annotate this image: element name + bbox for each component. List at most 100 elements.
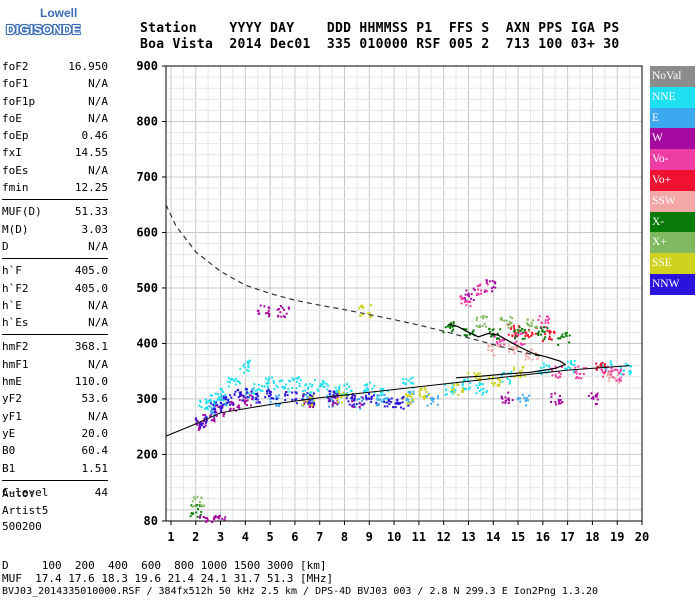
echo-point [557, 337, 560, 340]
echo-point [307, 402, 310, 405]
echo-point [470, 293, 473, 296]
echo-point [554, 401, 557, 404]
echo-point [469, 305, 472, 308]
echo-point [557, 343, 560, 346]
echo-point [517, 331, 520, 334]
echo-point [619, 379, 622, 382]
echo-point [221, 517, 224, 520]
echo-point [551, 374, 554, 377]
param-row: foEs N/A [2, 162, 108, 179]
echo-point [370, 396, 373, 399]
echo-point [236, 406, 239, 409]
echo-point [194, 418, 197, 421]
echo-point [520, 332, 523, 335]
echo-point [493, 335, 496, 338]
echo-point [244, 397, 247, 400]
echo-point [604, 363, 607, 366]
echo-point [198, 516, 201, 519]
echo-point [255, 396, 258, 399]
footer-file-info: BVJ03_2014335010000.RSF / 384fx512h 50 k… [2, 586, 599, 597]
echo-point [308, 405, 311, 408]
echo-point [499, 343, 502, 346]
echo-point [452, 387, 455, 390]
echo-point [463, 334, 466, 337]
echo-point [516, 398, 519, 401]
echo-point [544, 326, 547, 329]
parameter-panel: foF2 16.950 foF1 N/A foF1p N/A foE N/A foEp 0.46 f… [2, 58, 108, 501]
echo-point [496, 345, 499, 348]
echo-point [432, 400, 435, 403]
echo-point [419, 387, 422, 390]
echo-point [215, 411, 218, 414]
echo-point [548, 317, 551, 320]
echo-point [494, 286, 497, 289]
echo-point [363, 384, 366, 387]
echo-point [307, 387, 310, 390]
echo-point [363, 389, 366, 392]
echo-point [617, 371, 620, 374]
echo-point [284, 383, 287, 386]
echo-point [515, 332, 518, 335]
echo-point [513, 342, 516, 345]
echo-point [610, 370, 613, 373]
echo-point [501, 401, 504, 404]
echo-point [329, 390, 332, 393]
echo-point [335, 389, 338, 392]
x-tick-label: 17 [560, 530, 574, 544]
echo-point [529, 348, 532, 351]
echo-point [213, 516, 216, 519]
echo-point [264, 396, 267, 399]
echo-point [572, 371, 575, 374]
echo-point [550, 395, 553, 398]
echo-point [300, 379, 303, 382]
echo-point [604, 367, 607, 370]
echo-point [332, 400, 335, 403]
echo-point [606, 374, 609, 377]
echo-point [410, 395, 413, 398]
echo-point [229, 407, 232, 410]
echo-point [472, 299, 475, 302]
echo-point [506, 323, 509, 326]
x-tick-label: 3 [217, 530, 224, 544]
echo-point [254, 392, 257, 395]
echo-point [460, 390, 463, 393]
echo-point [477, 372, 480, 375]
x-tick-label: 11 [412, 530, 426, 544]
echo-point [255, 401, 258, 404]
echo-point [536, 332, 539, 335]
echo-point [402, 407, 405, 410]
echo-point [368, 397, 371, 400]
echo-point [559, 337, 562, 340]
echo-point [338, 392, 341, 395]
echo-point [449, 390, 452, 393]
param-name: fxI [2, 146, 22, 160]
x-tick-label: 14 [486, 530, 500, 544]
param-name: B0 [2, 444, 16, 458]
echo-point [232, 401, 235, 404]
echo-point [546, 327, 549, 330]
echo-point [528, 325, 531, 328]
echo-point [245, 393, 248, 396]
echo-point [205, 416, 208, 419]
echo-point [607, 370, 610, 373]
echo-point [550, 393, 553, 396]
echo-point [247, 361, 250, 364]
echo-point [419, 395, 422, 398]
echo-point [496, 384, 499, 387]
echo-point [267, 309, 270, 312]
echo-point [199, 515, 202, 518]
y-tick-label: 80 [144, 514, 158, 528]
echo-point [311, 395, 314, 398]
echo-point [427, 394, 430, 397]
echo-point [346, 391, 349, 394]
echo-point [493, 280, 496, 283]
echo-point [573, 359, 576, 362]
autoscaling-info: Auto: Artist5 500200 [2, 486, 48, 536]
echo-point [370, 400, 373, 403]
echo-point [563, 367, 566, 370]
echo-point [420, 387, 423, 390]
echo-point [523, 337, 526, 340]
echo-point [297, 376, 300, 379]
echo-point [284, 399, 287, 402]
echo-point [484, 325, 487, 328]
